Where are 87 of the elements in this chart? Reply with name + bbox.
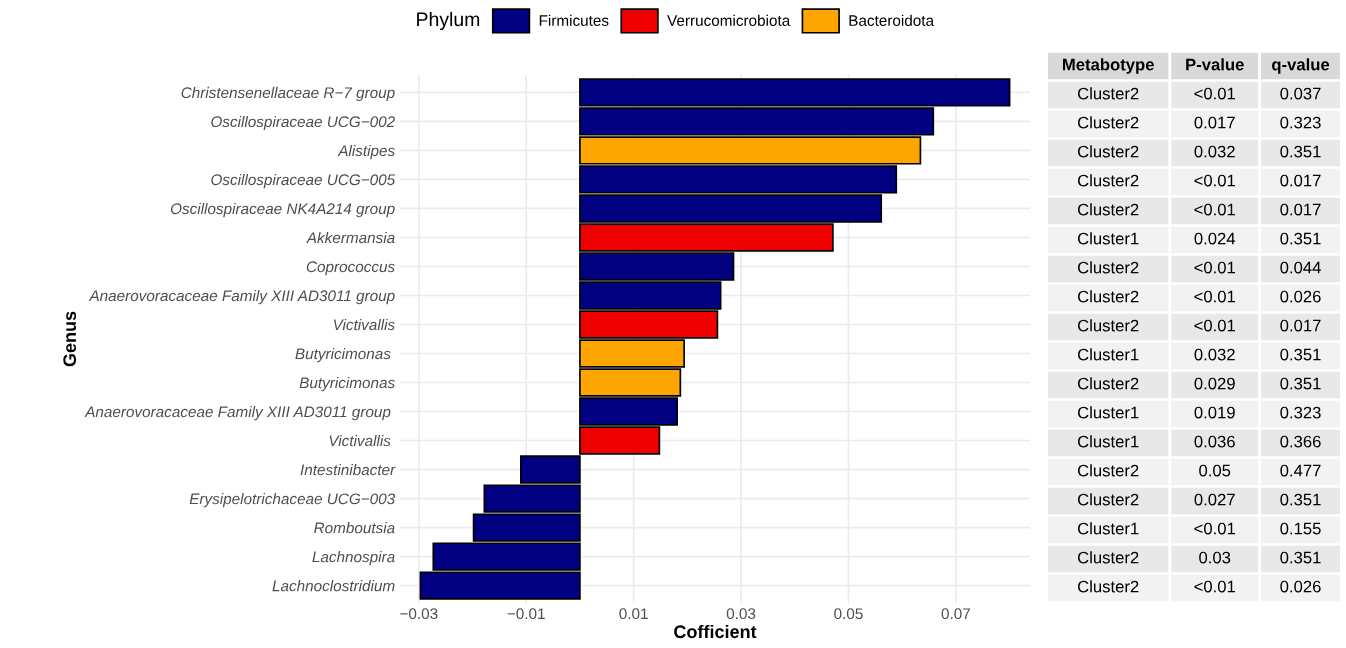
text: 0.027 bbox=[1194, 493, 1235, 506]
text: Cluster2 bbox=[1077, 87, 1139, 100]
text: Cluster1 bbox=[1077, 406, 1139, 419]
text: Cluster1 bbox=[1077, 348, 1139, 361]
text: 0.017 bbox=[1280, 319, 1321, 332]
text: <0.01 bbox=[1194, 290, 1235, 303]
text: 0.366 bbox=[1280, 435, 1321, 448]
text: 0.351 bbox=[1280, 145, 1321, 158]
text: <0.01 bbox=[1194, 580, 1235, 593]
text: Cluster1 bbox=[1077, 232, 1139, 245]
category-label: Metabotype bbox=[1062, 58, 1154, 74]
text: 0.032 bbox=[1194, 348, 1235, 361]
text: 0.032 bbox=[1194, 145, 1235, 158]
y-tick-label: Butyricimonas bbox=[295, 347, 391, 363]
text: Cluster2 bbox=[1077, 261, 1139, 274]
text: 0.351 bbox=[1280, 493, 1321, 506]
text: 0.036 bbox=[1194, 435, 1235, 448]
text: 0.351 bbox=[1280, 232, 1321, 245]
text: Cluster1 bbox=[1077, 522, 1139, 535]
text: <0.01 bbox=[1194, 319, 1235, 332]
category-label: q-value bbox=[1272, 58, 1330, 74]
text: 0.017 bbox=[1280, 174, 1321, 187]
text: 0.026 bbox=[1280, 580, 1321, 593]
text: 0.351 bbox=[1280, 551, 1321, 564]
text: Cluster2 bbox=[1077, 203, 1139, 216]
text: Cluster2 bbox=[1077, 377, 1139, 390]
text: 0.155 bbox=[1280, 522, 1321, 535]
text: 0.351 bbox=[1280, 348, 1321, 361]
y-tick-label: Victivallis bbox=[329, 435, 391, 447]
text: <0.01 bbox=[1194, 261, 1235, 274]
text: Cluster2 bbox=[1077, 464, 1139, 477]
text: 0.026 bbox=[1280, 290, 1321, 303]
y-tick-label: Butyricimonas bbox=[299, 376, 395, 392]
text: 0.017 bbox=[1280, 203, 1321, 216]
y-tick-label: Anaerovoracaceae Family XIII AD3011 group bbox=[84, 405, 391, 421]
text: 0.019 bbox=[1194, 406, 1235, 419]
y-tick-label: Coprococcus bbox=[306, 261, 395, 276]
x-tick-label: 0.03 bbox=[726, 608, 756, 620]
text: Cluster2 bbox=[1077, 580, 1139, 593]
x-axis-title: Cofficient bbox=[674, 624, 757, 639]
y-tick-label: Lachnoclostridium bbox=[272, 580, 395, 592]
text: 0.05 bbox=[1199, 464, 1231, 477]
y-tick-label: Christensenellaceae R−7 group bbox=[181, 86, 395, 102]
y-tick-label: Oscillospiraceae UCG−005 bbox=[211, 173, 396, 189]
x-tick-label: 0.07 bbox=[941, 608, 970, 620]
y-tick-label: Romboutsia bbox=[314, 522, 395, 534]
text: <0.01 bbox=[1194, 174, 1235, 187]
y-tick-label: Anaerovoracaceae Family XIII AD3011 group bbox=[88, 289, 395, 305]
text: 0.029 bbox=[1194, 377, 1235, 390]
text: 0.477 bbox=[1280, 464, 1321, 477]
legend-label: Verrucomicrobiota bbox=[667, 14, 791, 26]
y-tick-label: Victivallis bbox=[333, 318, 395, 331]
text: 0.017 bbox=[1194, 116, 1235, 129]
text: 0.323 bbox=[1280, 406, 1321, 419]
y-tick-label: Alistipes bbox=[337, 144, 395, 160]
text: 0.024 bbox=[1194, 232, 1236, 245]
y-tick-label: Akkermansia bbox=[306, 231, 395, 244]
text: Cluster2 bbox=[1077, 493, 1139, 506]
text: Cluster1 bbox=[1077, 435, 1139, 448]
legend-label: Bacteroidota bbox=[849, 14, 935, 26]
text: Cluster2 bbox=[1077, 116, 1139, 129]
y-tick-label: Oscillospiraceae NK4A214 group bbox=[170, 202, 395, 218]
category-label: P-value bbox=[1186, 58, 1244, 71]
text: 0.351 bbox=[1280, 377, 1321, 390]
text: <0.01 bbox=[1194, 203, 1235, 216]
text: 0.323 bbox=[1280, 116, 1321, 129]
legend-title: Phylum bbox=[417, 11, 480, 31]
x-tick-label: 0.01 bbox=[619, 608, 648, 620]
y-tick-label: Oscillospiraceae UCG−002 bbox=[211, 115, 395, 131]
legend-label: Firmicutes bbox=[539, 14, 609, 26]
text: Cluster2 bbox=[1077, 319, 1139, 332]
text: <0.01 bbox=[1194, 522, 1235, 535]
text: 0.044 bbox=[1280, 261, 1321, 274]
x-tick-label: −0.01 bbox=[507, 608, 545, 620]
x-tick-label: 0.05 bbox=[834, 608, 863, 620]
text: Cluster2 bbox=[1077, 174, 1139, 187]
text: <0.01 bbox=[1194, 87, 1235, 100]
text: Cluster2 bbox=[1077, 145, 1139, 158]
text: Cluster2 bbox=[1077, 551, 1139, 564]
y-axis-title: Genus bbox=[63, 311, 77, 367]
y-tick-label: Intestinibacter bbox=[300, 464, 396, 476]
y-tick-label: Lachnospira bbox=[312, 551, 395, 566]
text: Cluster2 bbox=[1077, 290, 1139, 303]
text: 0.037 bbox=[1280, 87, 1321, 100]
y-tick-label: Erysipelotrichaceae UCG−003 bbox=[189, 493, 396, 508]
text: 0.03 bbox=[1199, 551, 1231, 564]
x-tick-label: −0.03 bbox=[400, 608, 438, 620]
